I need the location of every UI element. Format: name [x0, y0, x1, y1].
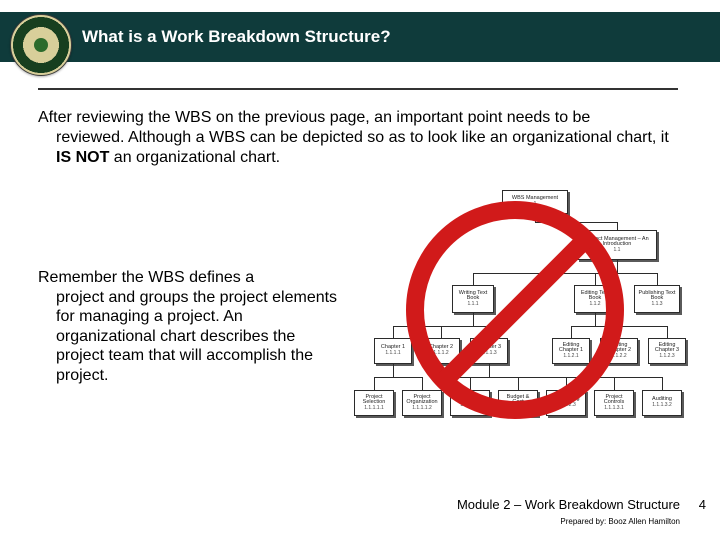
wbs-node: Project Controls1.1.1.3.1 — [594, 390, 634, 416]
wbs-node: Project Management – An Introduction1.1 — [577, 230, 657, 260]
wbs-node: Writing Text Book1.1.1 — [452, 285, 494, 313]
para1-rest: reviewed. Although a WBS can be depicted… — [56, 129, 669, 146]
wbs-node: Chapter 21.1.1.2 — [422, 338, 460, 364]
wbs-node: Auditing1.1.1.3.2 — [642, 390, 682, 416]
slide-title: What is a Work Breakdown Structure? — [82, 27, 391, 47]
footer-module: Module 2 – Work Breakdown Structure — [457, 497, 680, 512]
paragraph-2: Remember the WBS defines a project and g… — [38, 268, 338, 385]
wbs-node: Project Organization1.1.1.1.2 — [402, 390, 442, 416]
wbs-node: Project Selection1.1.1.1.1 — [354, 390, 394, 416]
paragraph-1: After reviewing the WBS on the previous … — [38, 108, 678, 168]
header-bar: What is a Work Breakdown Structure? — [0, 12, 720, 62]
wbs-node: Chapter 31.1.1.3 — [470, 338, 508, 364]
wbs-node: WBS Management1 — [502, 190, 568, 214]
para1-tail: an organizational chart. — [109, 149, 280, 166]
wbs-node: Budget & Cost1.1.1.2.2 — [498, 390, 538, 416]
doe-seal-icon — [10, 14, 72, 76]
wbs-node: Initiating1.1.1.2.1 — [450, 390, 490, 416]
wbs-node: Chapter 11.1.1.1 — [374, 338, 412, 364]
wbs-node: Scheduling1.1.1.2.3 — [546, 390, 586, 416]
wbs-org-chart-diagram: WBS Management1 Project Management – An I… — [352, 190, 712, 440]
wbs-node: Editing Chapter 11.1.2.1 — [552, 338, 590, 364]
para2-rest: project and groups the project elements … — [38, 288, 338, 386]
para1-emph: IS NOT — [56, 149, 109, 166]
para1-lead: After reviewing the WBS on the previous … — [38, 109, 590, 126]
wbs-node: Editing Text Book1.1.2 — [574, 285, 616, 313]
footer-prepared: Prepared by: Booz Allen Hamilton — [560, 517, 680, 526]
para2-lead: Remember the WBS defines a — [38, 269, 254, 286]
horizontal-rule — [38, 88, 678, 90]
wbs-node: Editing Chapter 31.1.2.3 — [648, 338, 686, 364]
wbs-node: Editing Chapter 21.1.2.2 — [600, 338, 638, 364]
page-number: 4 — [699, 497, 706, 512]
wbs-node: Publishing Text Book1.1.3 — [634, 285, 680, 313]
